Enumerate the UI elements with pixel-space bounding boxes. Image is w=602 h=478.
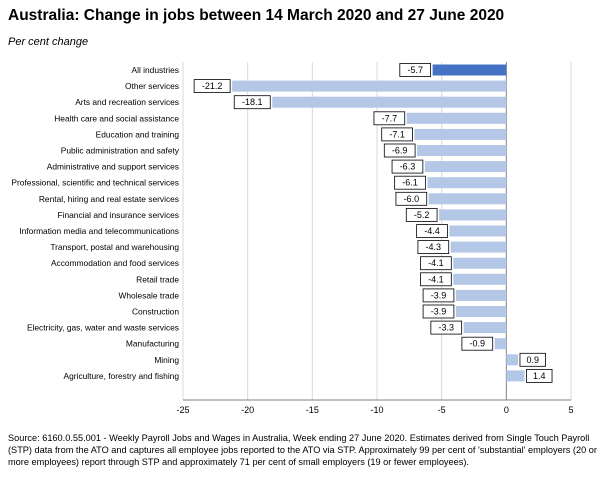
- category-label: Retail trade: [136, 274, 179, 284]
- data-label: 1.4: [533, 371, 546, 381]
- bar: [449, 225, 507, 237]
- data-label-box: [391, 159, 424, 174]
- data-label-box: [420, 256, 452, 271]
- data-label-box: [193, 79, 231, 93]
- data-label-box: [416, 224, 448, 238]
- category-label: Other services: [125, 81, 179, 91]
- category-label: Education and training: [96, 129, 180, 139]
- data-label: -5.2: [414, 210, 430, 220]
- data-label: -3.9: [431, 307, 447, 317]
- bar-chart: All industries Other services Arts and rec…: [11, 62, 574, 415]
- data-label: -3.3: [438, 323, 454, 333]
- x-tick-label: 0: [504, 405, 509, 415]
- data-label: -7.7: [382, 113, 398, 123]
- category-label: Wholesale trade: [118, 290, 179, 300]
- data-label-box: [519, 352, 546, 367]
- chart-title: Australia: Change in jobs between 14 Mar…: [8, 7, 505, 24]
- x-tick-label: -15: [306, 405, 319, 415]
- category-label: Transport, postal and warehousing: [50, 242, 179, 252]
- data-label: -4.1: [428, 274, 444, 284]
- category-label: Accommodation and food services: [51, 258, 179, 268]
- data-label: -0.9: [470, 339, 486, 349]
- data-label: -3.9: [431, 290, 447, 300]
- data-label-box: [420, 272, 452, 287]
- bar: [506, 354, 518, 366]
- bar: [463, 322, 507, 334]
- category-label: Information media and telecommunications: [19, 226, 179, 236]
- bar: [455, 306, 507, 317]
- chart-subtitle: Per cent change: [8, 36, 89, 48]
- data-labels: -5.7 -21.2 -18.1 -7.7 -7.1 -6.9 -6.3 -6.1 -6.0 -5…: [193, 63, 553, 383]
- data-label-box: [526, 368, 553, 383]
- category-label: Public administration and safety: [61, 146, 180, 156]
- category-label: Manufacturing: [126, 339, 179, 349]
- x-tick-label: 5: [568, 405, 573, 415]
- category-label: Professional, scientific and technical s…: [11, 178, 179, 188]
- x-axis: -25 -20 -15 -10 -5 0 5: [176, 399, 574, 415]
- data-label: -21.2: [202, 81, 223, 91]
- data-label-box: [422, 304, 455, 319]
- category-label: Administrative and support services: [47, 162, 179, 172]
- data-label-box: [395, 191, 428, 206]
- bar: [417, 145, 507, 156]
- data-label-box: [417, 240, 450, 255]
- category-label: Mining: [154, 355, 179, 365]
- bar: [414, 128, 507, 140]
- data-label: 0.9: [527, 355, 540, 365]
- category-label: Rental, hiring and real estate services: [39, 194, 179, 204]
- category-label: Electricity, gas, water and waste servic…: [27, 323, 179, 333]
- data-label: -6.9: [392, 146, 408, 156]
- bar: [428, 193, 507, 205]
- bars: [232, 64, 525, 382]
- data-label: -4.4: [424, 226, 440, 236]
- category-labels: All industries Other services Arts and rec…: [11, 65, 179, 381]
- data-label: -4.1: [428, 258, 444, 268]
- x-tick-label: -10: [370, 405, 383, 415]
- category-label: All industries: [132, 65, 179, 75]
- bar: [427, 177, 507, 189]
- category-label: Construction: [132, 307, 179, 317]
- data-label-box: [461, 336, 494, 351]
- x-tick-label: -5: [438, 405, 446, 415]
- data-label: -7.1: [389, 129, 405, 139]
- category-label: Financial and insurance services: [58, 210, 180, 220]
- x-tick-label: -20: [241, 405, 254, 415]
- bar: [455, 289, 507, 301]
- bar: [439, 209, 507, 221]
- bar: [424, 161, 507, 173]
- data-label-box: [373, 111, 406, 126]
- data-label: -18.1: [242, 97, 263, 107]
- category-label: Agriculture, forestry and fishing: [64, 371, 180, 381]
- x-tick-label: -25: [176, 405, 189, 415]
- bar: [494, 338, 507, 350]
- data-label-box: [383, 143, 416, 158]
- source-note: Source: 6160.0.55.001 - Weekly Payroll J…: [8, 433, 597, 467]
- bar: [453, 257, 507, 269]
- data-label: -6.0: [404, 194, 420, 204]
- data-label: -5.7: [407, 65, 423, 75]
- data-label-box: [405, 207, 438, 222]
- bar: [506, 370, 525, 382]
- data-label: -6.3: [400, 162, 416, 172]
- data-label-box: [233, 95, 271, 110]
- data-label-box: [381, 127, 413, 142]
- bar: [232, 80, 507, 92]
- category-label: Arts and recreation services: [75, 97, 179, 107]
- category-label: Health care and social assistance: [54, 113, 179, 123]
- bar: [450, 241, 507, 253]
- data-label: -6.1: [402, 178, 418, 188]
- data-label-box: [422, 288, 455, 303]
- data-label: -4.3: [426, 242, 442, 252]
- bar: [406, 112, 507, 124]
- bar: [453, 273, 507, 285]
- data-label-box: [430, 320, 463, 335]
- data-label-box: [399, 63, 432, 77]
- bar: [272, 96, 507, 108]
- data-label-box: [394, 175, 426, 190]
- bar: [432, 64, 507, 76]
